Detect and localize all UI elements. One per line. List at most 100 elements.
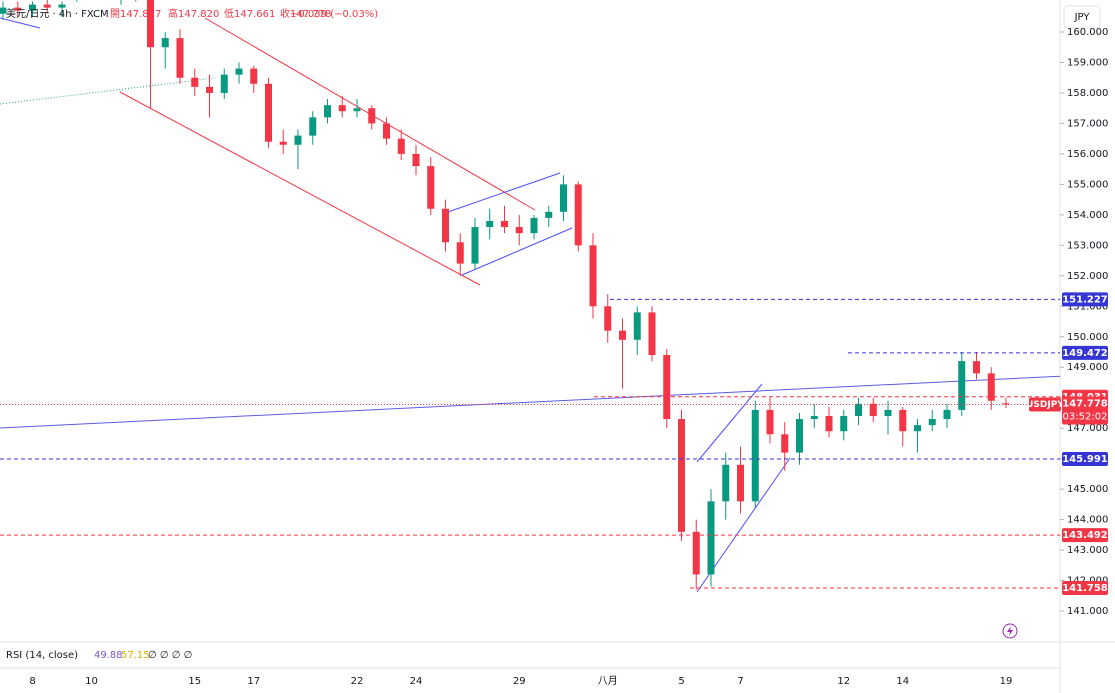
x-tick-label: 八月 [598,675,618,687]
price-label-box [1062,345,1108,360]
price-label-box [1062,292,1108,307]
header-high: 高147.820 [168,7,219,20]
candle-body [884,409,892,416]
candle-body [353,108,361,112]
last-price: 147.778 [1062,398,1108,409]
candle-body [220,74,228,93]
candle-body [751,409,759,502]
candle-body [855,403,862,416]
x-tick-label: 8 [29,676,35,687]
candle-body [604,306,612,331]
candle-body [309,117,317,136]
candle-body [14,7,22,11]
candle-body [442,208,449,243]
header-symbol: 美元/日元 · 4h · FXCM [6,7,109,20]
candle-body [899,409,907,432]
candle-body [250,68,258,84]
candle-body [206,86,213,93]
candle-body [530,217,538,234]
candle-body [707,501,715,575]
price-label: 151.227 [1062,294,1108,305]
candle-body [958,361,966,410]
y-tick-label: 143.000 [1067,545,1108,556]
header-change: −0.039 (−0.03%) [290,9,378,20]
candle-body [397,138,405,154]
price-label-box [1062,451,1108,466]
x-tick-label: 22 [351,676,364,687]
candle-body [368,108,376,124]
alert-icon[interactable] [1002,623,1018,639]
candle-body [501,220,508,228]
candle-body [796,419,803,453]
candle-body [294,135,302,145]
candle-body [943,409,951,420]
y-tick-label: 145.000 [1067,484,1108,495]
y-tick-label: 158.000 [1067,88,1108,99]
currency: JPY [1074,12,1091,23]
candle-body [147,0,154,48]
alert-icon-bolt [1007,626,1013,636]
candle-body [427,166,435,209]
trend-line [0,17,41,29]
y-tick-label: 149.000 [1067,362,1108,373]
y-tick-label: 155.000 [1067,179,1108,190]
flag-line [444,172,561,214]
x-tick-label: 24 [410,676,423,687]
candle-body [692,531,700,575]
header-open: 開147.817 [110,8,161,20]
candle-body [191,77,199,87]
rsi-rest: ∅ ∅ ∅ ∅ [148,650,192,661]
drawings [0,17,1060,593]
price-label: 143.492 [1062,530,1108,541]
y-tick-label: 160.000 [1067,27,1108,38]
candle-body [235,68,243,75]
y-tick-label: 152.000 [1067,271,1108,282]
candle-body [619,330,626,340]
y-tick-label: 159.000 [1067,57,1108,68]
candle-body [678,419,685,532]
rsi-value: 57.15 [121,650,150,661]
candle-body [324,105,331,118]
x-tick-label: 15 [188,676,201,687]
header-low: 低147.661 [224,7,275,20]
rsi-title: RSI (14, close) [6,650,78,661]
candle-body [58,4,66,8]
last-price-box [1062,396,1108,425]
candle-body [265,83,272,142]
candle-body [869,403,877,416]
y-tick-label: 154.000 [1067,210,1108,221]
symbol-label: USDJPY [1026,400,1064,410]
candle-body [663,355,671,420]
candle-body [0,7,7,14]
candle-body [338,105,346,112]
channel-line [119,91,481,286]
currency-box[interactable] [1063,5,1101,29]
candle-body [1002,403,1010,405]
candle-body [914,425,921,432]
y-tick-label: 157.000 [1067,118,1108,129]
x-tick-label: 17 [247,676,260,687]
candle-body [471,227,479,264]
symbol-box [1029,397,1061,412]
y-tick-label: 156.000 [1067,149,1108,160]
trend-line [0,375,1060,429]
rsi-value: 49.88 [94,650,123,661]
candle-body [722,464,730,502]
candle-body [43,4,51,8]
candle-body [456,242,464,264]
candle-body [648,312,656,356]
candle-body [412,153,420,167]
x-tick-label: 7 [737,676,743,687]
price-label: 141.758 [1062,583,1108,594]
candle-body [545,211,553,218]
candle-body [928,419,936,426]
x-tick-label: 10 [85,676,98,687]
header-close: 收147.778 [280,7,331,20]
y-tick-label: 144.000 [1067,515,1108,526]
y-tick-label: 141.000 [1067,606,1108,617]
flag-line [461,227,573,276]
y-tick-label: 147.000 [1067,423,1108,434]
candle-body [840,416,848,432]
